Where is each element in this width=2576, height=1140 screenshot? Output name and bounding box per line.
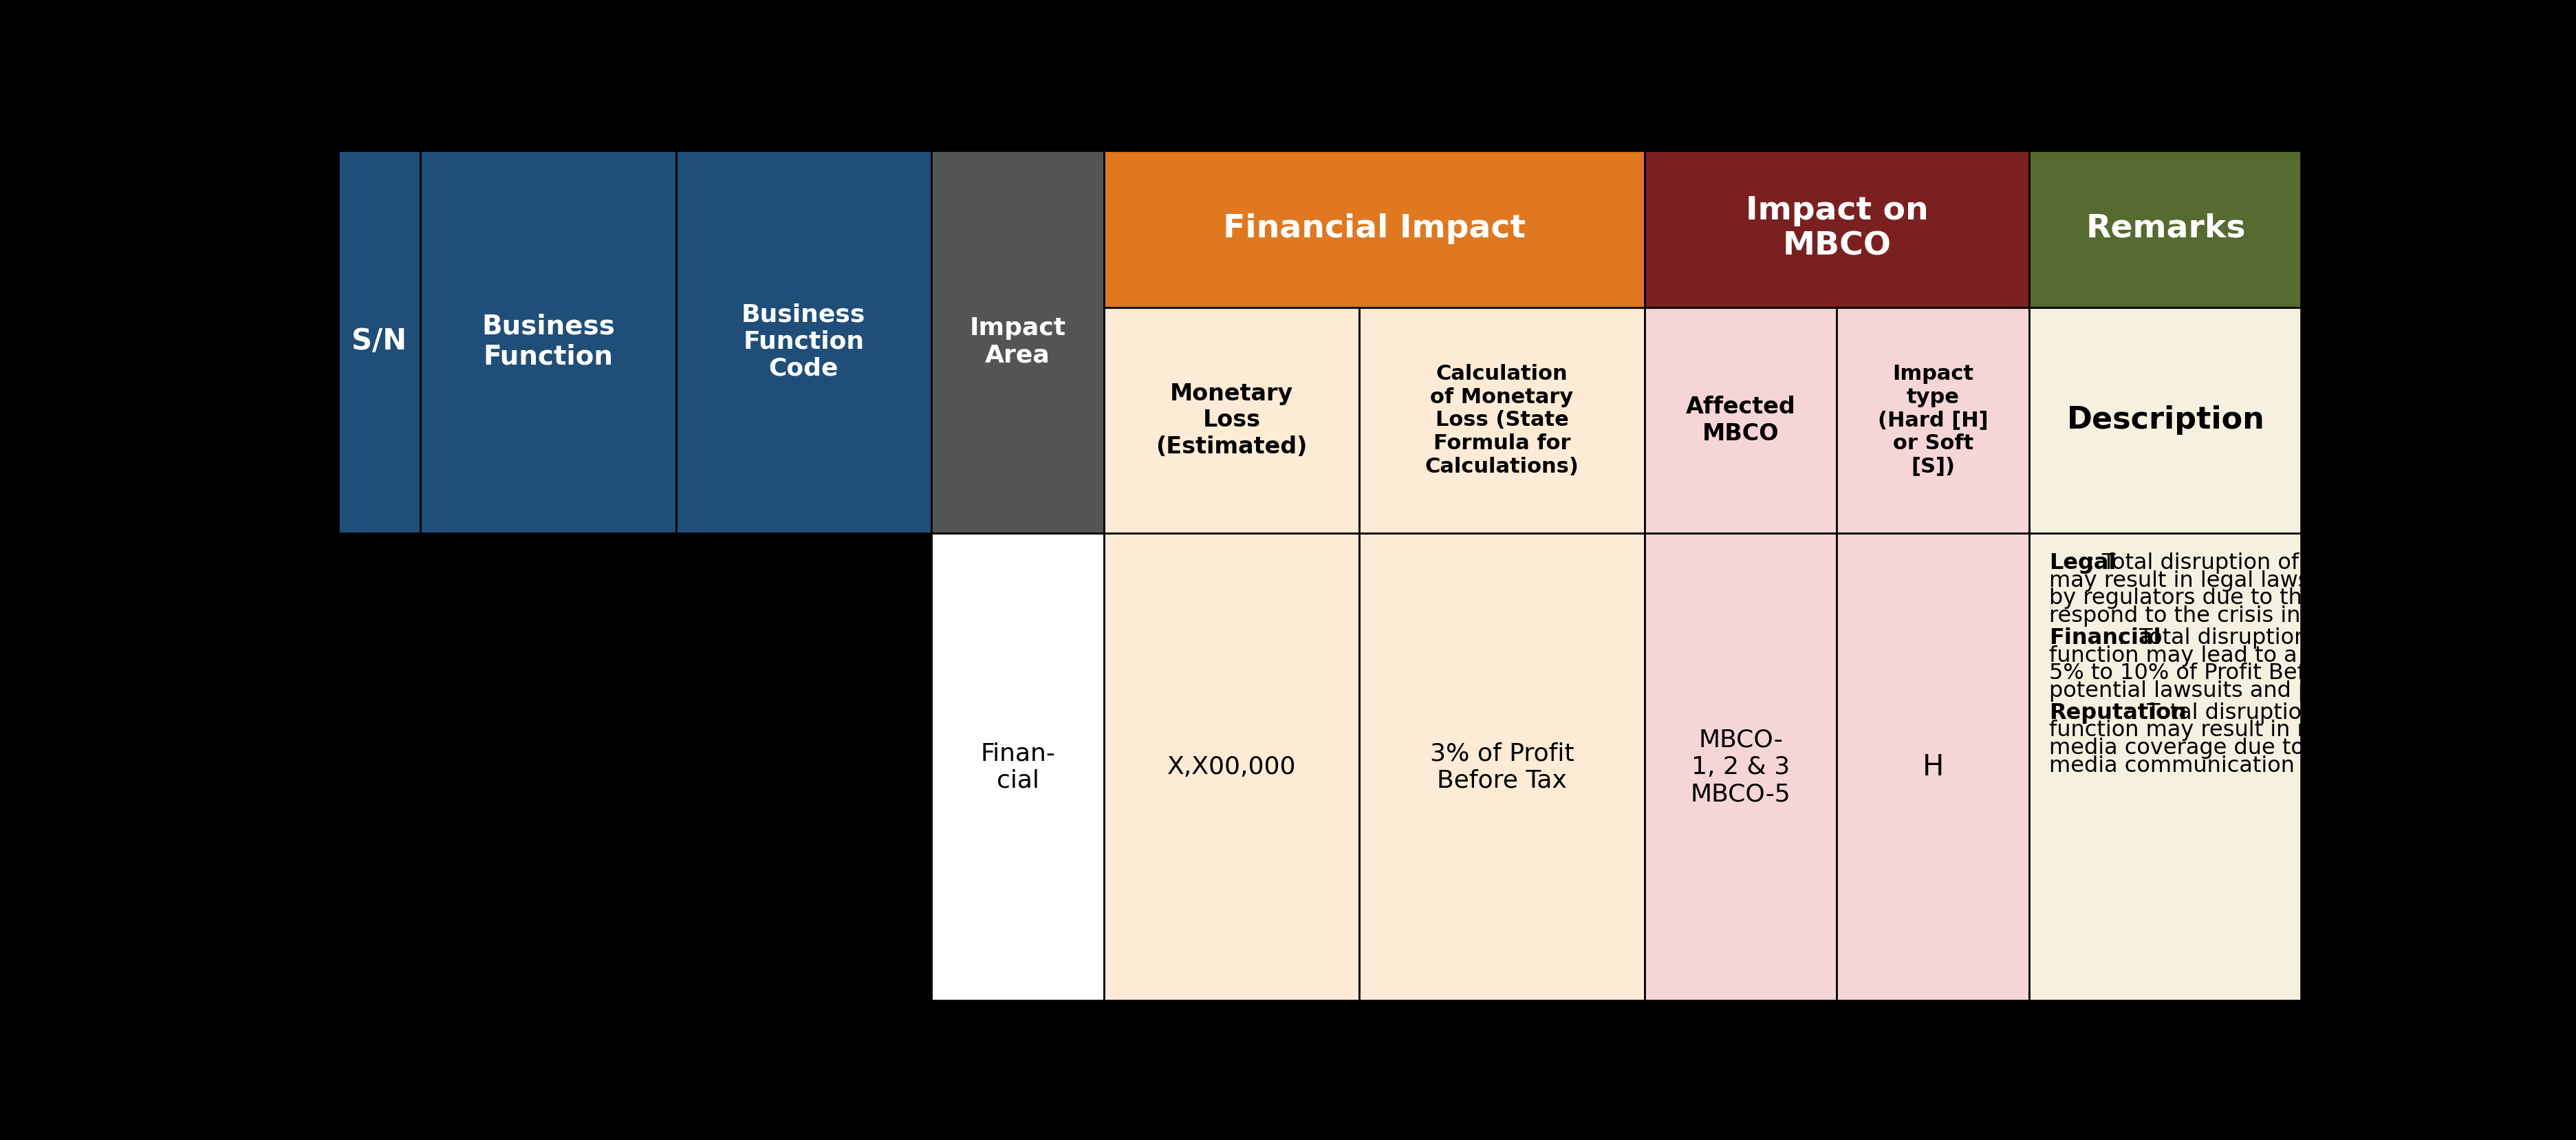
Bar — [2030, 150, 2303, 308]
Text: potential lawsuits and penalties.: potential lawsuits and penalties. — [2050, 681, 2406, 702]
Text: Monetary
Loss
(Estimated): Monetary Loss (Estimated) — [1157, 383, 1309, 458]
Text: Financial: Financial — [2050, 627, 2161, 649]
Text: Finan-
cial: Finan- cial — [981, 742, 1056, 792]
Text: by regulators due to the inability to: by regulators due to the inability to — [2050, 588, 2439, 609]
Text: Description: Description — [2066, 406, 2264, 435]
Text: Impact
Area: Impact Area — [969, 316, 1066, 367]
Text: 5% to 10% of Profit Before Tax, due to: 5% to 10% of Profit Before Tax, due to — [2050, 662, 2468, 684]
Bar — [1360, 534, 1643, 1001]
Text: Impact on
MBCO: Impact on MBCO — [1747, 195, 1929, 262]
Bar — [1105, 308, 1360, 534]
Bar — [1643, 150, 2030, 308]
Text: function may lead to a financial loss of: function may lead to a financial loss of — [2050, 645, 2476, 667]
Text: Legal: Legal — [2050, 553, 2117, 573]
Text: S/N: S/N — [353, 327, 407, 356]
Text: Affected
MBCO: Affected MBCO — [1685, 396, 1795, 445]
Bar — [1643, 534, 1837, 1001]
Bar — [1643, 308, 1837, 534]
Text: Financial Impact: Financial Impact — [1224, 213, 1525, 244]
Text: MBCO-
1, 2 & 3
MBCO-5: MBCO- 1, 2 & 3 MBCO-5 — [1690, 728, 1790, 806]
Text: Reputation: Reputation — [2050, 702, 2187, 724]
Bar — [420, 150, 675, 534]
Text: :  Total disruption of this: : Total disruption of this — [2117, 627, 2383, 649]
Text: Business
Function
Code: Business Function Code — [742, 303, 866, 381]
Text: X,X00,000: X,X00,000 — [1167, 756, 1296, 779]
Text: : Total disruption of this function: : Total disruption of this function — [2087, 553, 2442, 573]
Bar — [1105, 150, 1643, 308]
Text: Calculation
of Monetary
Loss (State
Formula for
Calculations): Calculation of Monetary Loss (State Form… — [1425, 364, 1579, 477]
Bar — [933, 534, 1105, 1001]
Bar — [675, 534, 933, 1001]
Text: :  Total disruption of this: : Total disruption of this — [2125, 702, 2391, 724]
Bar — [337, 534, 420, 1001]
Text: media communication management.: media communication management. — [2050, 756, 2455, 776]
Bar — [2030, 308, 2303, 534]
Text: Remarks: Remarks — [2087, 213, 2246, 244]
Bar — [337, 150, 420, 534]
Text: may result in legal lawsuits and inquiries: may result in legal lawsuits and inquiri… — [2050, 570, 2499, 592]
Text: Business
Function: Business Function — [482, 314, 616, 369]
Bar — [2030, 534, 2303, 1001]
Bar — [933, 150, 1105, 534]
Text: function may result in negative national: function may result in negative national — [2050, 720, 2488, 741]
Text: Impact
type
(Hard [H]
or Soft
[S]): Impact type (Hard [H] or Soft [S]) — [1878, 364, 1989, 477]
Bar — [1837, 534, 2030, 1001]
Text: 3% of Profit
Before Tax: 3% of Profit Before Tax — [1430, 742, 1574, 792]
Bar — [1105, 534, 1360, 1001]
Bar — [1837, 308, 2030, 534]
Bar — [1360, 308, 1643, 534]
Bar — [420, 534, 675, 1001]
Text: H: H — [1922, 752, 1945, 782]
Text: media coverage due to the inability of: media coverage due to the inability of — [2050, 738, 2470, 759]
Bar — [675, 150, 933, 534]
Text: respond to the crisis in a timely manner.: respond to the crisis in a timely manner… — [2050, 605, 2494, 627]
